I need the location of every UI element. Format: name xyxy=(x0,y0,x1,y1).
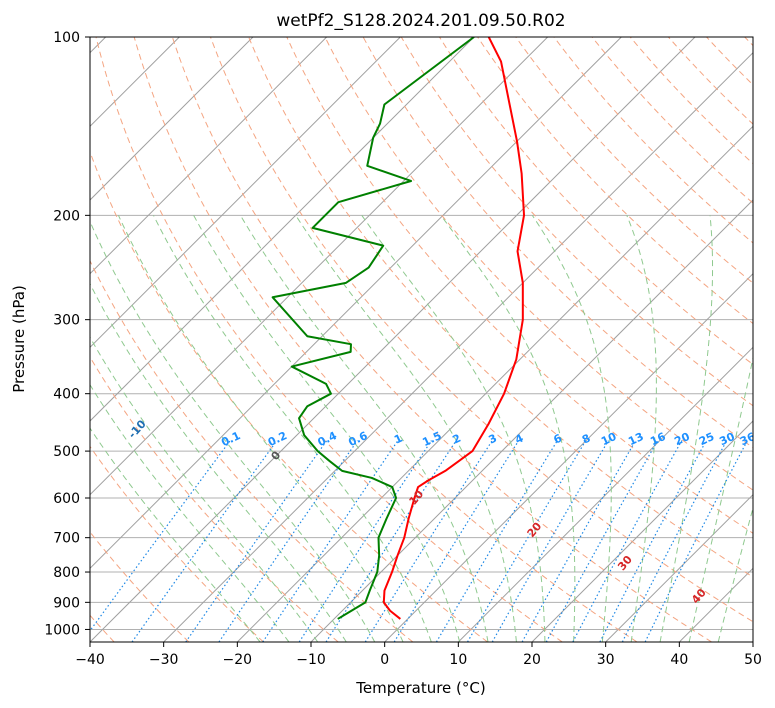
moist-adiabat-line xyxy=(90,427,261,642)
dry-adiabat-line xyxy=(477,37,753,325)
x-tick-label: 40 xyxy=(670,652,688,668)
x-tick-label: −30 xyxy=(149,652,179,668)
mixing-ratio-line xyxy=(621,440,728,642)
x-axis-title: Temperature (°C) xyxy=(355,679,485,697)
mixing-ratio-line xyxy=(644,440,748,642)
isotherm-line xyxy=(236,125,753,642)
isotherm-line xyxy=(531,420,753,642)
mixing-ratio-line xyxy=(435,440,558,642)
isotherm-line xyxy=(384,272,753,642)
y-tick-label: 900 xyxy=(53,595,80,611)
moist-adiabat-line xyxy=(531,215,612,642)
dry-adiabat-line xyxy=(515,37,753,284)
dry-adiabat-line xyxy=(400,37,753,407)
mixing-ratio-line xyxy=(131,440,278,642)
x-tick-label: −20 xyxy=(223,652,253,668)
dry-adiabat-line xyxy=(362,37,753,449)
y-tick-label: 200 xyxy=(53,208,80,224)
x-tick-label: −40 xyxy=(75,652,105,668)
y-tick-label: 700 xyxy=(53,531,80,547)
dry-adiabat-line xyxy=(210,37,753,623)
dewpoint-profile-line xyxy=(271,37,475,620)
x-tick-label: 30 xyxy=(597,652,615,668)
x-tick-label: 20 xyxy=(523,652,541,668)
moist-adiabat-line xyxy=(90,282,347,642)
isotherm-line xyxy=(90,37,254,201)
mixing-ratio-label: 13 xyxy=(626,430,645,448)
y-axis-title: Pressure (hPa) xyxy=(10,285,28,393)
dry-adiabat-line xyxy=(90,259,414,642)
y-tick-label: 300 xyxy=(53,313,80,329)
axes: −40 −30 −20 −10 0 10 20 30 40 50 100 200 300 400 500 60… xyxy=(44,30,762,668)
y-tick-label: 1000 xyxy=(44,622,80,638)
mixing-ratio-line xyxy=(218,440,358,642)
isotherm-line xyxy=(457,346,753,642)
moist-adiabat-line xyxy=(90,336,319,642)
mixing-ratio-label: 30 xyxy=(717,430,737,448)
x-tick-label: −10 xyxy=(296,652,326,668)
moist-adiabat-line xyxy=(440,215,576,642)
dry-adiabat-line xyxy=(324,37,753,491)
mixing-ratio-line xyxy=(466,440,587,642)
y-tick-label: 500 xyxy=(53,444,80,460)
mixing-ratio-line xyxy=(262,440,399,642)
isotherm-line xyxy=(163,51,753,642)
temperature-profile-line xyxy=(382,37,526,620)
y-tick-label: 100 xyxy=(53,30,80,46)
moist-adiabat-line xyxy=(361,215,546,642)
mixing-ratio-line xyxy=(185,440,328,642)
dry-adiabat-line xyxy=(171,37,712,642)
y-tick-label: 800 xyxy=(53,565,80,581)
isotherm-line xyxy=(90,37,622,570)
moist-adiabat-line xyxy=(659,215,714,642)
moist-adiabat-line xyxy=(626,215,657,642)
moist-adiabat-line xyxy=(153,215,432,642)
mixing-ratio-line xyxy=(521,440,637,642)
dry-adiabat-line xyxy=(90,445,264,642)
mixing-ratio-label: 25 xyxy=(697,430,716,448)
isotherm-line xyxy=(90,37,401,349)
mixing-ratio-line xyxy=(599,440,707,642)
mixing-ratio-line xyxy=(393,440,520,642)
mixing-ratio-label: 16 xyxy=(648,430,668,448)
isotherm-line xyxy=(605,493,753,642)
x-tick-label: 0 xyxy=(380,652,389,668)
plot-frame xyxy=(89,36,754,643)
mixing-ratio-label: 10 xyxy=(599,430,619,448)
isotherm-line xyxy=(90,37,328,275)
dry-adiabat-line xyxy=(133,37,638,642)
mixing-ratio-line xyxy=(491,440,609,642)
dry-adiabat-line xyxy=(591,37,753,204)
isotherm-line xyxy=(90,37,696,642)
plot-area: -100-90-80-70-60-50-40-30-20-10010203040… xyxy=(90,37,758,642)
y-tick-label: 400 xyxy=(53,387,80,403)
moist-adiabat-line xyxy=(90,383,290,642)
mixing-ratio-label: 20 xyxy=(672,430,692,448)
moist-adiabat-line xyxy=(193,215,461,642)
mixing-ratio-label: 36 xyxy=(738,430,758,448)
dry-adiabat-line xyxy=(629,37,753,165)
x-tick-label: 10 xyxy=(449,652,467,668)
mixing-ratio-line xyxy=(90,440,231,632)
dry-adiabat-line xyxy=(248,37,753,578)
moist-adiabat-line xyxy=(90,220,376,642)
chart-title: wetPf2_S128.2024.201.09.50.R02 xyxy=(276,11,565,31)
x-tick-label: 50 xyxy=(744,652,762,668)
moist-adiabat-line xyxy=(239,215,489,642)
mixing-ratio-line xyxy=(298,440,432,642)
y-tick-label: 600 xyxy=(53,491,80,507)
isotherm-line xyxy=(90,37,549,496)
dry-adiabat-line xyxy=(95,37,563,642)
